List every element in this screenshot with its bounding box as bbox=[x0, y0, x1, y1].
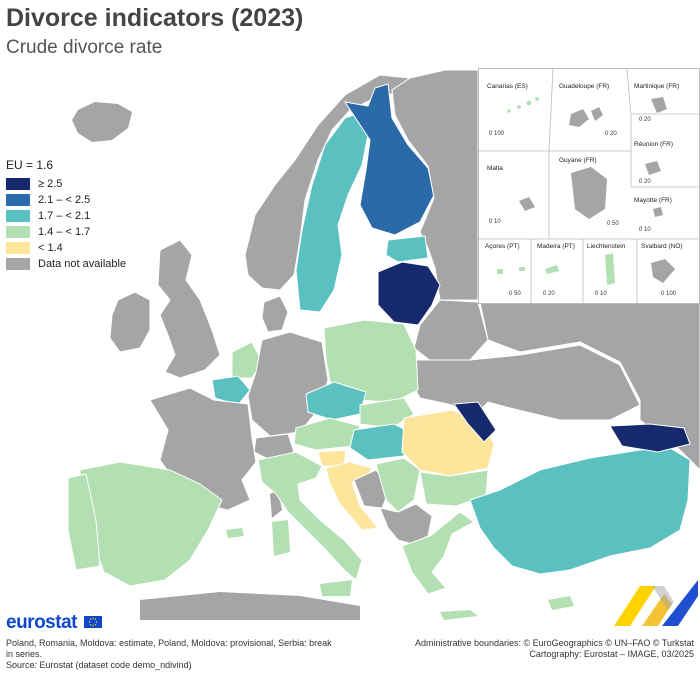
legend-label: < 1.4 bbox=[38, 241, 63, 254]
region-greece bbox=[401, 511, 475, 595]
region-poland bbox=[323, 319, 419, 403]
region-belarus bbox=[413, 299, 489, 363]
region-slovakia bbox=[359, 397, 415, 429]
cartography-text: Cartography: Eurostat – IMAGE, 03/2025 bbox=[529, 649, 694, 659]
region-ukraine bbox=[409, 344, 641, 421]
region-latvia-lithuania bbox=[377, 261, 441, 326]
boundaries-text: Administrative boundaries: © EuroGeograp… bbox=[414, 638, 694, 648]
inset-panel: Canarias (ES) 0 100 Guadeloupe (FR) 0 20… bbox=[478, 68, 700, 304]
map-title: Divorce indicators (2023) bbox=[6, 4, 304, 32]
region-north-africa bbox=[140, 592, 360, 620]
region-sicily bbox=[320, 580, 352, 596]
legend-swatch bbox=[6, 225, 30, 238]
region-iceland bbox=[72, 102, 132, 142]
inset-scale: 0 10 bbox=[639, 227, 651, 233]
region-crete bbox=[440, 610, 478, 620]
inset-scale: 0 50 bbox=[509, 291, 521, 297]
inset-scale: 0 100 bbox=[661, 291, 677, 297]
inset-label: Canarias (ES) bbox=[487, 83, 528, 90]
eu-flag-icon bbox=[84, 616, 102, 628]
inset-label: Guyane (FR) bbox=[559, 157, 597, 164]
region-germany bbox=[247, 331, 329, 437]
legend-swatch bbox=[6, 193, 30, 206]
inset-scale: 0 20 bbox=[639, 117, 651, 123]
legend-item: 1.4 – < 1.7 bbox=[6, 224, 126, 239]
credits: Administrative boundaries: © EuroGeograp… bbox=[415, 638, 694, 660]
region-serbia bbox=[375, 457, 421, 513]
inset-label: Svalbard (NO) bbox=[641, 243, 683, 250]
inset-scale: 0 50 bbox=[607, 221, 619, 227]
legend-item: < 1.4 bbox=[6, 240, 126, 255]
map-subtitle: Crude divorce rate bbox=[6, 37, 163, 58]
inset-scale: 0 20 bbox=[605, 131, 617, 137]
region-moldova bbox=[453, 401, 497, 443]
footnote-text: Poland, Romania, Moldova: estimate, Pola… bbox=[6, 638, 332, 659]
inset-label: Mayotte (FR) bbox=[634, 197, 672, 204]
source-text: Source: Eurostat (dataset code demo_ndiv… bbox=[6, 660, 192, 670]
legend-swatch bbox=[6, 177, 30, 190]
legend-title: EU = 1.6 bbox=[6, 158, 54, 172]
legend-item: 1.7 – < 2.1 bbox=[6, 208, 126, 223]
map-legend: EU = 1.6 ≥ 2.5 2.1 – < 2.5 1.7 – < 2.1 1… bbox=[6, 158, 126, 272]
legend-label: 2.1 – < 2.5 bbox=[38, 193, 91, 206]
inset-scale: 0 10 bbox=[489, 219, 501, 225]
legend-swatch bbox=[6, 241, 30, 254]
legend-label: ≥ 2.5 bbox=[38, 177, 63, 190]
inset-label: Liechtenstein bbox=[587, 243, 626, 250]
region-russia-east bbox=[479, 301, 700, 471]
inset-scale: 0 10 bbox=[595, 291, 607, 297]
region-norway bbox=[244, 74, 411, 291]
inset-frames bbox=[479, 69, 699, 303]
legend-label: 1.4 – < 1.7 bbox=[38, 225, 91, 238]
region-estonia bbox=[385, 235, 429, 263]
inset-label: Réunion (FR) bbox=[634, 141, 674, 148]
legend-item: 2.1 – < 2.5 bbox=[6, 192, 126, 207]
inset-scale: 0 100 bbox=[489, 131, 505, 137]
inset-label: Martinique (FR) bbox=[634, 83, 680, 90]
legend-swatch bbox=[6, 209, 30, 222]
inset-label: Açores (PT) bbox=[485, 243, 520, 250]
region-united-kingdom bbox=[157, 239, 221, 379]
region-turkey bbox=[469, 447, 691, 575]
region-portugal bbox=[67, 473, 101, 571]
inset-scale: 0 20 bbox=[639, 179, 651, 185]
region-balearics bbox=[226, 528, 244, 538]
legend-item: ≥ 2.5 bbox=[6, 176, 126, 191]
region-cyprus bbox=[548, 596, 574, 610]
region-ireland bbox=[109, 291, 151, 353]
europe-map bbox=[67, 69, 700, 620]
region-belgium bbox=[211, 375, 251, 406]
region-hungary bbox=[349, 423, 415, 461]
inset-label: Madeira (PT) bbox=[537, 243, 575, 250]
inset-scale: 0 20 bbox=[543, 291, 555, 297]
region-western-balkans bbox=[379, 503, 433, 545]
legend-swatch bbox=[6, 257, 30, 270]
legend-label: Data not available bbox=[38, 257, 127, 270]
region-italy bbox=[257, 451, 363, 581]
inset-label: Guadeloupe (FR) bbox=[559, 83, 610, 90]
legend-item: Data not available bbox=[6, 256, 126, 271]
region-sardinia bbox=[272, 520, 290, 556]
footnotes: Poland, Romania, Moldova: estimate, Pola… bbox=[6, 638, 336, 671]
stripes-logo-icon bbox=[614, 580, 698, 626]
legend-label: 1.7 – < 2.1 bbox=[38, 209, 91, 222]
region-denmark bbox=[261, 295, 289, 333]
eurostat-logo: eurostat bbox=[6, 612, 77, 633]
region-georgia bbox=[609, 423, 691, 453]
inset-label: Malta bbox=[487, 165, 503, 172]
